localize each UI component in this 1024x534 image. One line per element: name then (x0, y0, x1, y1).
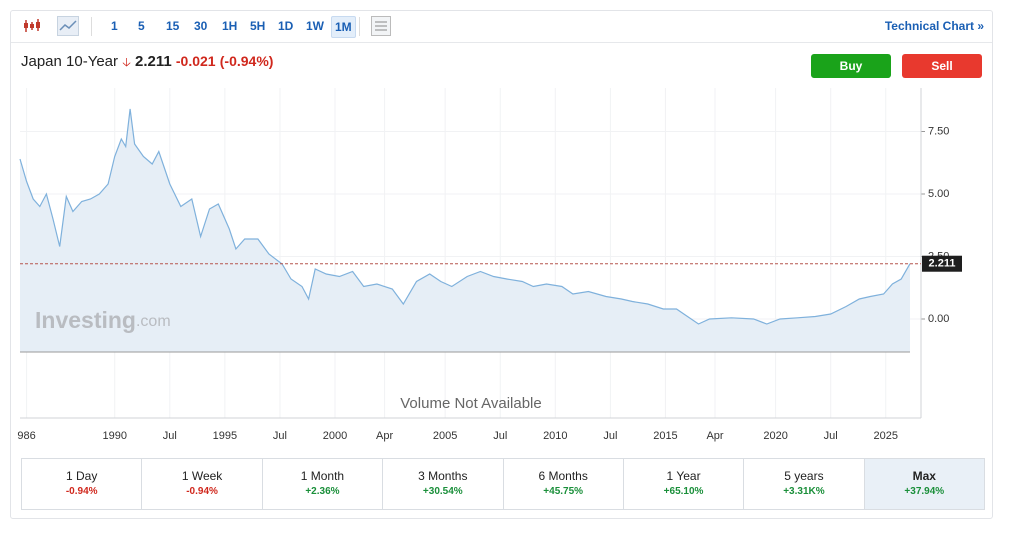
period-change: -0.94% (65, 486, 98, 497)
last-value-tag: 2.211 (929, 258, 956, 270)
y-tick-label: 5.00 (928, 188, 949, 200)
period-label: 1 Week (181, 469, 223, 483)
x-tick-label: Apr (376, 430, 393, 442)
period-label: 5 years (784, 469, 824, 483)
period-cell[interactable]: 1 Month +2.36% (263, 459, 384, 509)
x-tick-label: 986 (17, 430, 35, 442)
period-cell[interactable]: 6 Months +45.75% (504, 459, 624, 509)
period-change: -0.94% (186, 486, 218, 497)
price-change-pct: (-0.94%) (219, 53, 274, 69)
interval-button[interactable]: 15 (166, 19, 180, 33)
x-tick-label: 2010 (543, 430, 567, 442)
period-change: +30.54% (422, 486, 463, 497)
interval-button[interactable]: 1 (111, 19, 118, 33)
price: 2.211 (135, 53, 172, 70)
divider (359, 17, 360, 36)
period-label: 6 Months (538, 469, 588, 483)
chart: 986 1990 Jul 1995 Jul 2000 Apr 2005 Jul 2010 Jul 20… (17, 88, 962, 442)
period-cell[interactable]: 1 Day -0.94% (22, 459, 143, 509)
buy-button[interactable]: Buy (811, 54, 891, 78)
x-tick-label: Jul (493, 430, 507, 442)
interval-button[interactable]: 1H (222, 19, 238, 33)
interval-button[interactable]: 30 (194, 19, 208, 33)
instrument-header: Japan 10-Year 🡣 2.211 -0.021 (-0.94%) (21, 53, 273, 74)
x-tick-label: 2015 (653, 430, 677, 442)
area-icon[interactable] (57, 16, 79, 36)
period-label: 3 Months (418, 469, 468, 483)
interval-button[interactable]: 5H (250, 19, 266, 33)
period-cell[interactable]: Max +37.94% (864, 459, 984, 509)
sell-button[interactable]: Sell (902, 54, 982, 78)
interval-button[interactable]: 5 (138, 19, 145, 33)
period-change: +45.75% (543, 486, 584, 497)
chart-widget: 1 5 15 30 1H 5H 1D 1W 1M Technical Chart » Japan… (10, 10, 993, 519)
x-tick-label: Jul (163, 430, 177, 442)
period-change: +3.31K% (783, 486, 825, 497)
y-tick-label: 0.00 (928, 313, 949, 325)
y-tick-label: 7.50 (928, 125, 949, 137)
x-tick-label: Apr (706, 430, 723, 442)
period-label: 1 Month (300, 469, 345, 483)
period-label: Max (912, 469, 936, 483)
watermark-main: Investing (35, 307, 136, 333)
x-tick-label: 2020 (763, 430, 787, 442)
candle-icon[interactable] (23, 18, 41, 34)
period-cell[interactable]: 1 Week -0.94% (142, 459, 263, 509)
x-tick-label: 2025 (874, 430, 898, 442)
line (19, 108, 911, 325)
watermark: Investing.com (35, 307, 171, 333)
period-label: 1 Day (66, 469, 98, 483)
instrument-name: Japan 10-Year (21, 53, 119, 70)
period-change: +37.94% (904, 486, 945, 497)
period-cell[interactable]: 3 Months +30.54% (383, 459, 504, 509)
interval-button[interactable]: 1M (331, 16, 356, 38)
interval-button[interactable]: 1D (278, 19, 294, 33)
price-change: -0.021 (175, 53, 216, 69)
area-fill (20, 109, 910, 352)
period-change: +65.10% (663, 486, 704, 497)
period-change: +2.36% (305, 486, 340, 497)
volume-note: Volume Not Available (400, 395, 541, 412)
x-tick-label: 1990 (102, 430, 126, 442)
period-table: 1 Day -0.94% 1 Week -0.94% 1 Month +2.36% 3 Mo… (21, 458, 985, 510)
x-tick-label: Jul (824, 430, 838, 442)
x-tick-label: Jul (603, 430, 617, 442)
x-tick-label: 2005 (433, 430, 457, 442)
table-icon[interactable] (371, 16, 391, 36)
x-tick-label: 1995 (213, 430, 237, 442)
period-cell[interactable]: 1 Year +65.10% (624, 459, 745, 509)
period-cell[interactable]: 5 years +3.31K% (744, 459, 865, 509)
x-tick-label: Jul (273, 430, 287, 442)
period-label: 1 Year (666, 469, 701, 483)
watermark-suffix: .com (136, 313, 171, 330)
x-tick-label: 2000 (323, 430, 347, 442)
divider (91, 17, 92, 36)
toolbar: 1 5 15 30 1H 5H 1D 1W 1M Technical Chart » (11, 11, 992, 43)
down-arrow: 🡣 (122, 55, 131, 69)
last-value-tag-bg (922, 255, 962, 272)
interval-button[interactable]: 1W (306, 19, 324, 33)
technical-chart-link[interactable]: Technical Chart » (884, 19, 984, 33)
